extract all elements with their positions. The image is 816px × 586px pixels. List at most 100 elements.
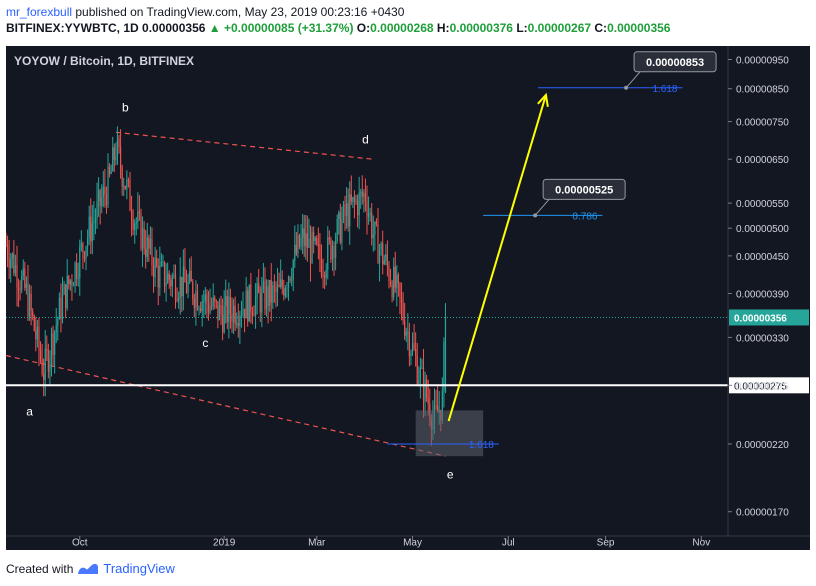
candle-body [345,203,348,216]
candle-body [410,352,412,357]
candle-body [149,238,151,249]
candle-body [278,284,280,287]
candle-body [324,275,326,278]
candle-body [137,211,139,222]
candle-body [99,190,101,206]
candle-body [363,192,365,197]
callout-pointer [625,71,641,89]
candle-body [32,310,34,317]
candle-body [435,405,437,407]
trendline [5,354,446,457]
candle-body [116,138,119,158]
candle-body [16,264,18,288]
candle-body [356,200,359,216]
candle-body [132,220,134,230]
author-link[interactable]: mr_forexbull [6,5,73,19]
chart-title: YOYOW / Bitcoin, 1D, BITFINEX [14,54,194,68]
candle-body [178,297,180,301]
candle-body [225,295,227,306]
candle-body [386,254,389,267]
candle-body [399,283,401,298]
candle-body [129,180,131,211]
trendline [115,131,374,160]
close-label: C: [594,21,608,35]
candle-body [388,266,390,282]
level-price-tag-label: 0.00000275 [734,381,787,392]
publish-info: published on TradingView.com, May 23, 20… [75,5,405,19]
y-tick-label: 0.00000950 [736,55,789,66]
candle-body [108,166,111,174]
tradingview-brand-link[interactable]: TradingView [103,561,175,576]
candle-body [317,243,319,245]
candle-body [262,281,265,289]
candle-body [256,283,258,298]
candle-body [200,308,202,312]
candle-body [289,277,291,281]
candle-body [36,326,38,340]
chart-container[interactable]: YOYOW / Bitcoin, 1D, BITFINEX 0.00000356… [5,46,810,550]
candle-body [267,286,269,306]
candle-body [305,233,307,247]
candle-body [151,238,153,266]
candle-body [130,210,133,221]
candle-body [253,315,255,317]
candle-body [159,265,161,288]
candle-body [76,263,78,279]
candle-body [311,232,313,264]
callout-box [542,178,626,200]
candle-body [347,203,349,227]
candle-body [220,304,222,315]
candle-body [331,245,334,260]
candle-body [339,212,341,243]
candle-body [5,244,7,246]
candle-body [297,235,299,254]
candle-body [394,266,396,288]
x-tick-label: Mar [308,537,326,548]
callout-anchor-dot [624,85,629,90]
candle-body [350,194,352,202]
low-value: 0.00000267 [527,21,592,35]
y-tick-label: 0.00000275 [736,381,789,392]
candle-body [441,390,443,421]
candle-body [118,138,120,148]
candle-body [192,281,194,300]
candle-body [298,235,301,247]
candle-body [209,306,211,313]
candle-body [46,348,48,351]
candle-body [143,228,145,249]
candle-body [119,147,122,169]
candle-body [214,297,216,301]
candle-body [232,305,235,323]
candle-body [190,270,192,282]
candle-body [303,228,305,247]
candle-body [367,213,370,217]
candle-body [353,197,356,202]
candle-body [39,350,42,360]
candle-body [313,232,315,241]
candle-body [24,268,26,288]
candle-body [389,281,392,285]
candle-body [320,259,323,276]
candle-body [113,147,115,160]
candle-body [322,275,324,277]
candle-body [349,194,351,227]
price-chart[interactable]: YOYOW / Bitcoin, 1D, BITFINEX 0.00000356… [5,46,810,550]
candle-body [226,295,228,322]
candle-body [413,343,415,350]
candle-body [338,212,340,220]
candle-body [358,192,360,216]
candle-body [189,270,191,282]
candle-body [94,218,97,221]
candle-body [57,319,59,326]
candle-body [123,186,125,188]
candle-body [245,290,247,319]
candle-body [195,291,197,308]
candle-body [163,262,166,287]
candle-body [30,293,32,311]
candle-body [104,186,106,195]
candle-body [421,367,423,369]
candle-body [60,297,62,320]
candle-body [402,302,404,321]
candle-body [316,237,318,244]
last-price: 0.00000356 [142,21,206,35]
